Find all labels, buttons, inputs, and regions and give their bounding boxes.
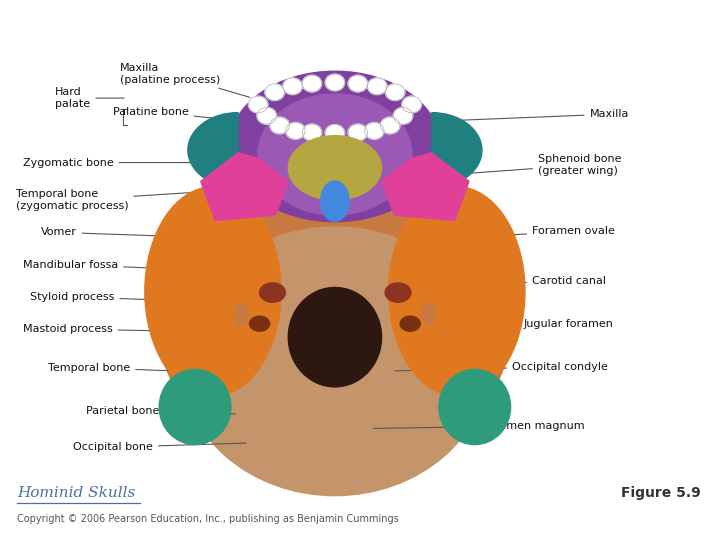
Text: Hominid Skulls: Hominid Skulls [17,486,135,500]
Ellipse shape [422,303,436,325]
Ellipse shape [248,96,268,113]
Circle shape [385,283,411,302]
Circle shape [250,316,269,331]
Ellipse shape [156,130,514,485]
Text: Maxilla: Maxilla [452,109,629,120]
Text: Vomer: Vomer [41,227,243,239]
Text: Jugular foramen: Jugular foramen [402,319,613,329]
Ellipse shape [181,227,489,496]
Ellipse shape [234,303,248,325]
Ellipse shape [258,94,412,215]
Polygon shape [201,153,288,220]
Ellipse shape [325,125,345,141]
Text: Mandibular fossa: Mandibular fossa [23,260,221,271]
Ellipse shape [389,187,525,396]
Text: Mastoid process: Mastoid process [23,324,210,334]
Text: Zygomatic bone: Zygomatic bone [23,158,207,167]
Ellipse shape [402,96,421,113]
Ellipse shape [393,107,413,124]
Circle shape [400,316,420,331]
Wedge shape [188,113,238,188]
Ellipse shape [302,124,322,141]
Ellipse shape [367,78,387,94]
Ellipse shape [348,75,367,92]
Text: Styloid process: Styloid process [30,292,221,302]
Ellipse shape [270,117,289,134]
Text: Occipital condyle: Occipital condyle [395,362,608,372]
Ellipse shape [302,75,322,92]
Ellipse shape [348,124,367,141]
Ellipse shape [325,74,345,91]
Ellipse shape [159,369,231,444]
Text: Temporal bone: Temporal bone [48,363,203,373]
Ellipse shape [439,369,510,444]
Ellipse shape [257,107,276,124]
Ellipse shape [385,84,405,100]
Wedge shape [432,113,482,188]
Text: Copyright © 2006 Pearson Education, Inc., publishing as Benjamin Cummings: Copyright © 2006 Pearson Education, Inc.… [17,514,399,524]
Text: Figure 5.9: Figure 5.9 [621,486,701,500]
Text: Carotid canal: Carotid canal [410,276,606,287]
Ellipse shape [265,84,284,100]
Ellipse shape [288,287,382,387]
Text: Palatine bone: Palatine bone [112,106,250,122]
Ellipse shape [283,78,302,94]
Ellipse shape [286,123,305,139]
Text: Sphenoid bone
(greater wing): Sphenoid bone (greater wing) [434,154,621,176]
Polygon shape [382,153,469,220]
Ellipse shape [288,136,382,200]
Text: Parietal bone: Parietal bone [86,406,235,416]
Ellipse shape [229,71,441,221]
Text: Maxilla
(palatine process): Maxilla (palatine process) [120,63,250,97]
Ellipse shape [364,123,384,139]
Ellipse shape [145,187,281,396]
Text: Foramen ovale: Foramen ovale [413,226,615,240]
Text: Temporal bone
(zygomatic process): Temporal bone (zygomatic process) [16,190,196,211]
Text: Occipital bone: Occipital bone [73,442,246,453]
Circle shape [260,283,285,302]
Ellipse shape [380,117,400,134]
Text: Foramen magnum: Foramen magnum [374,421,585,431]
Text: Hard
palate: Hard palate [55,87,124,109]
Ellipse shape [320,181,349,221]
